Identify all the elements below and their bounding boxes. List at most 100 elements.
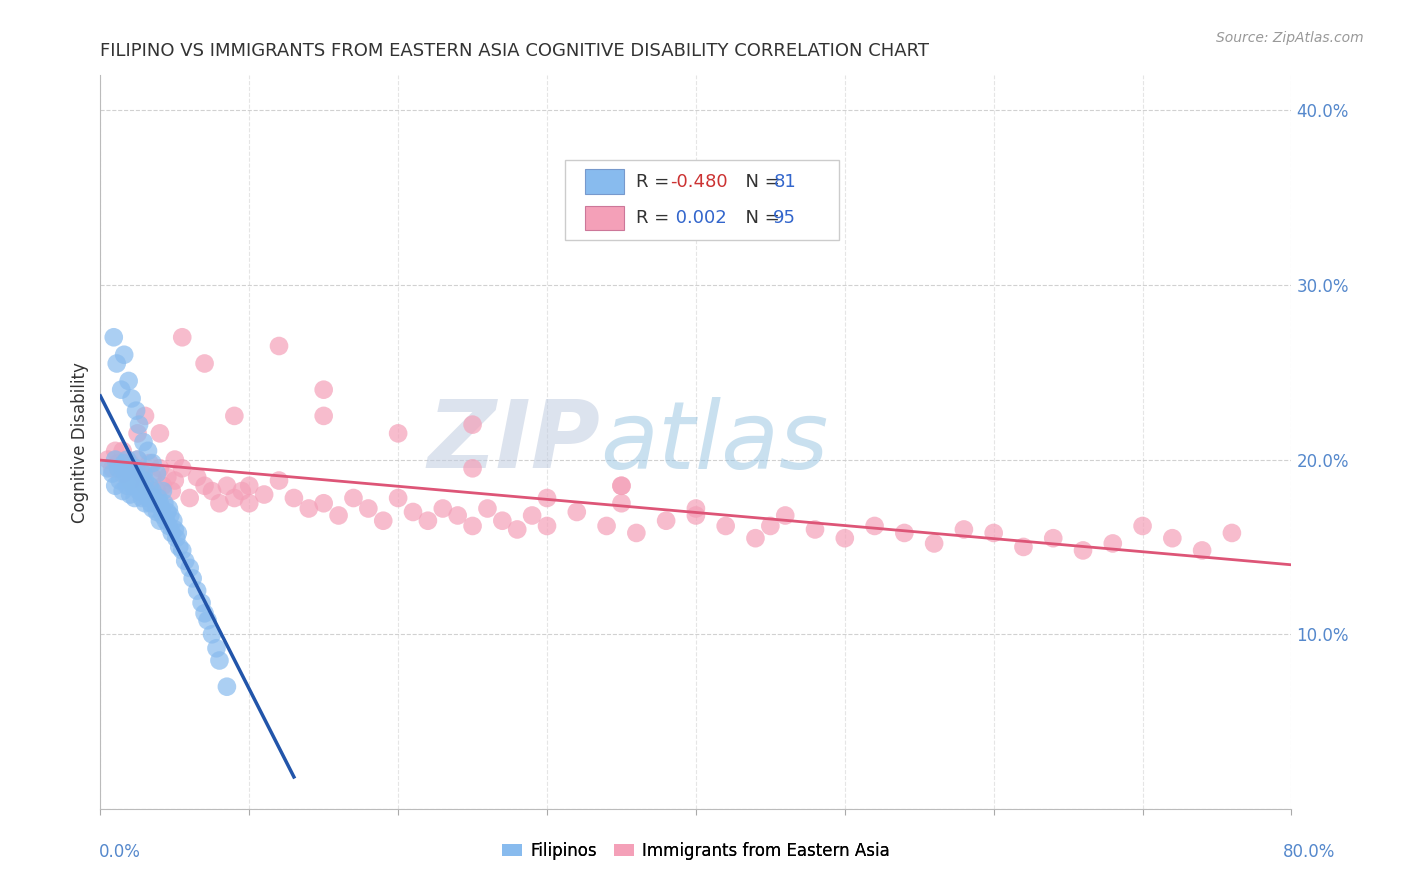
Point	[357, 501, 380, 516]
Point	[477, 501, 499, 516]
Point	[179, 561, 201, 575]
Point	[267, 339, 290, 353]
Point	[167, 540, 190, 554]
Point	[152, 479, 174, 493]
Point	[215, 680, 238, 694]
Point	[101, 461, 124, 475]
Point	[387, 426, 409, 441]
Point	[610, 479, 633, 493]
Point	[97, 461, 120, 475]
Point	[1191, 543, 1213, 558]
Point	[127, 452, 149, 467]
Text: 95: 95	[773, 210, 796, 227]
Point	[163, 452, 186, 467]
FancyBboxPatch shape	[585, 169, 624, 194]
Point	[744, 531, 766, 545]
Point	[201, 627, 224, 641]
Point	[121, 392, 143, 406]
Point	[1042, 531, 1064, 545]
Point	[131, 491, 153, 505]
Point	[111, 483, 134, 498]
Point	[125, 403, 148, 417]
Point	[112, 456, 135, 470]
Point	[565, 505, 588, 519]
Point	[150, 501, 173, 516]
Point	[215, 479, 238, 493]
Point	[142, 491, 165, 505]
Point	[172, 543, 194, 558]
Point	[201, 483, 224, 498]
Point	[312, 383, 335, 397]
Point	[194, 607, 217, 621]
Text: R =: R =	[637, 173, 675, 191]
Text: atlas: atlas	[600, 397, 830, 488]
Point	[112, 348, 135, 362]
Point	[97, 452, 120, 467]
Point	[157, 519, 180, 533]
Point	[238, 479, 260, 493]
Point	[461, 519, 484, 533]
Point	[146, 483, 169, 498]
Text: -0.480: -0.480	[669, 173, 727, 191]
Point	[141, 483, 163, 498]
Point	[159, 508, 181, 523]
Point	[491, 514, 513, 528]
Point	[685, 501, 707, 516]
Point	[166, 525, 188, 540]
Point	[124, 467, 146, 481]
Point	[595, 519, 617, 533]
Point	[111, 467, 134, 481]
Point	[461, 417, 484, 432]
Point	[157, 501, 180, 516]
Point	[138, 479, 160, 493]
Text: N =: N =	[734, 210, 786, 227]
Text: FILIPINO VS IMMIGRANTS FROM EASTERN ASIA COGNITIVE DISABILITY CORRELATION CHART: FILIPINO VS IMMIGRANTS FROM EASTERN ASIA…	[100, 42, 929, 60]
Point	[134, 409, 156, 423]
Point	[328, 508, 350, 523]
Point	[145, 496, 167, 510]
Point	[117, 474, 139, 488]
Point	[135, 483, 157, 498]
Text: N =: N =	[734, 173, 786, 191]
Point	[124, 491, 146, 505]
Text: 81: 81	[773, 173, 796, 191]
Point	[224, 491, 246, 505]
Point	[120, 465, 142, 479]
Point	[155, 514, 177, 528]
Text: Source: ZipAtlas.com: Source: ZipAtlas.com	[1216, 31, 1364, 45]
FancyBboxPatch shape	[565, 160, 839, 240]
Point	[1132, 519, 1154, 533]
Point	[107, 456, 129, 470]
Point	[134, 496, 156, 510]
Point	[685, 508, 707, 523]
Point	[224, 409, 246, 423]
Point	[238, 496, 260, 510]
Point	[139, 496, 162, 510]
Point	[804, 523, 827, 537]
Point	[134, 479, 156, 493]
Point	[165, 531, 187, 545]
Point	[205, 641, 228, 656]
Point	[190, 596, 212, 610]
Point	[141, 456, 163, 470]
Point	[114, 467, 136, 481]
Point	[128, 483, 150, 498]
Point	[298, 501, 321, 516]
Point	[863, 519, 886, 533]
Point	[115, 452, 138, 467]
Point	[312, 409, 335, 423]
Point	[121, 461, 143, 475]
Point	[111, 461, 134, 475]
Point	[105, 356, 128, 370]
Point	[253, 487, 276, 501]
Point	[163, 474, 186, 488]
Point	[610, 479, 633, 493]
Point	[153, 496, 176, 510]
Point	[122, 461, 145, 475]
Point	[373, 514, 395, 528]
Point	[111, 443, 134, 458]
Text: 0.002: 0.002	[669, 210, 727, 227]
Point	[267, 474, 290, 488]
Point	[1101, 536, 1123, 550]
Point	[893, 525, 915, 540]
